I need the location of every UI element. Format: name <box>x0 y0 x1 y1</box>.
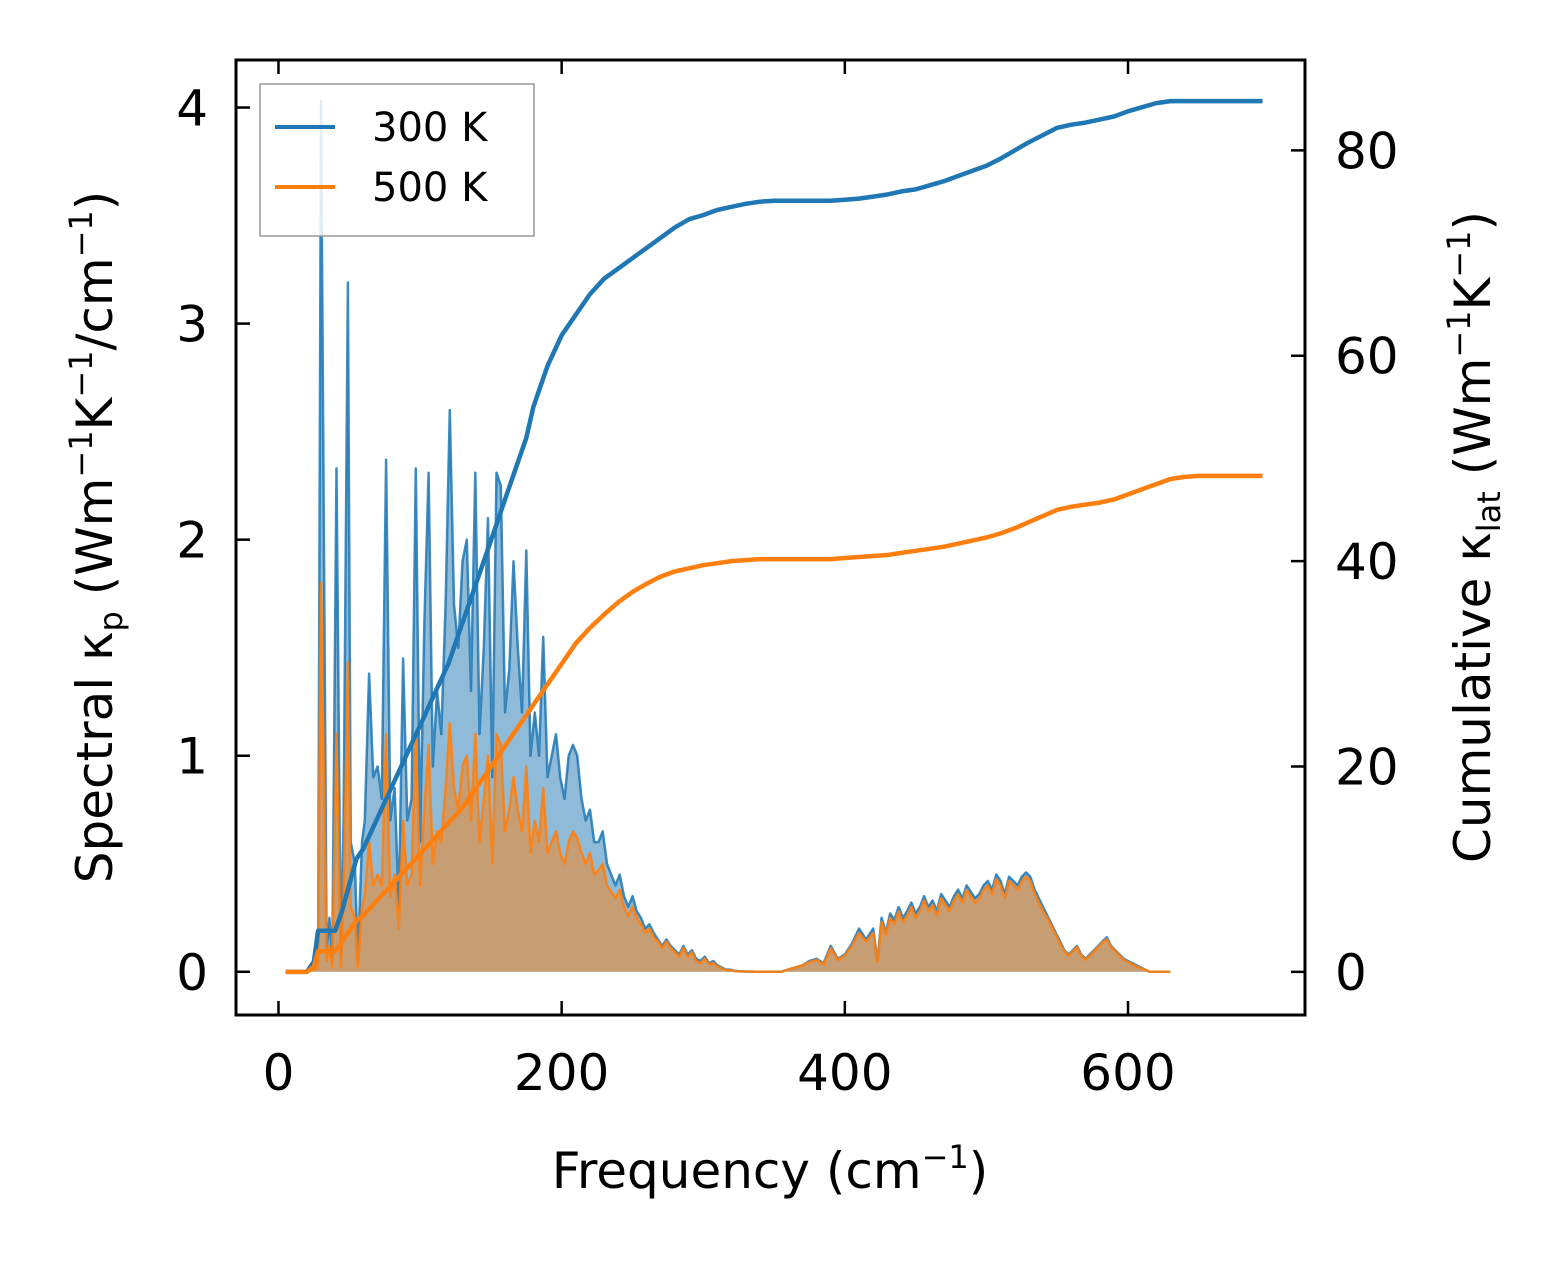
x-tick-label: 0 <box>263 1044 295 1102</box>
cumulative-500k-line <box>285 473 1263 975</box>
y-left-axis-title: Spectral κp (Wm−1K−1/cm−1) <box>62 191 130 884</box>
x-axis-title: Frequency (cm−1) <box>552 1138 989 1200</box>
y-left-tick-label: 3 <box>176 296 208 354</box>
y-right-tick-label: 60 <box>1335 328 1399 386</box>
y-right-tick-label: 0 <box>1335 944 1367 1002</box>
plot-frame <box>234 58 1307 1017</box>
y-left-tick-label: 4 <box>176 80 208 138</box>
spectral-300k-area <box>285 101 1171 972</box>
legend-box <box>259 83 535 237</box>
y-right-tick-label: 80 <box>1335 122 1399 180</box>
y-right-tick-label: 40 <box>1335 533 1399 591</box>
y-right-axis-title: Cumulative κlat (Wm−1K−1) <box>1440 211 1508 863</box>
y-right-tick-label: 20 <box>1335 738 1399 796</box>
x-tick-label: 400 <box>797 1044 892 1102</box>
spectral-300k-line <box>285 99 1171 974</box>
cumulative-300k-line <box>285 98 1263 975</box>
legend-label-500k: 500 K <box>372 165 489 211</box>
legend-label-300k: 300 K <box>372 105 489 151</box>
x-tick-label: 200 <box>514 1044 609 1102</box>
x-tick-label: 600 <box>1080 1044 1175 1102</box>
y-left-tick-label: 0 <box>176 944 208 1002</box>
spectral-500k-line <box>285 581 1171 974</box>
y-left-tick-label: 2 <box>176 512 208 570</box>
spectral-500k-area <box>285 582 1171 972</box>
legend: 300 K 500 K <box>259 83 535 237</box>
y-left-tick-label: 1 <box>176 728 208 786</box>
